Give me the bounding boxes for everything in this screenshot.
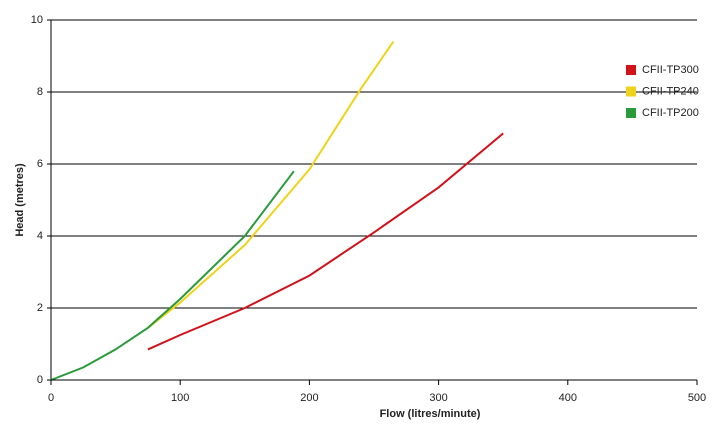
x-tick-label: 200	[300, 392, 318, 404]
legend-swatch	[626, 86, 636, 97]
y-tick-label: 0	[37, 374, 43, 386]
x-tick-label: 400	[559, 392, 577, 404]
x-tick-label: 0	[48, 392, 54, 404]
series-line	[50, 170, 295, 381]
y-tick-label: 2	[37, 302, 43, 314]
x-tick-label: 300	[429, 392, 447, 404]
y-axis-label: Head (metres)	[14, 163, 26, 237]
y-tick-label: 4	[37, 230, 43, 242]
x-axis-label: Flow (litres/minute)	[380, 408, 481, 420]
y-tick-label: 8	[37, 86, 43, 98]
y-tick-label: 10	[31, 14, 43, 26]
y-tick-label: 6	[37, 158, 43, 170]
series-line	[147, 132, 504, 351]
x-tick-label: 100	[171, 392, 189, 404]
legend-swatch	[626, 108, 636, 118]
legend-label: CFII-TP240	[642, 85, 699, 97]
series-line	[147, 41, 395, 329]
x-tick-label: 500	[688, 392, 706, 404]
legend-swatch	[626, 65, 636, 75]
legend-label: CFII-TP200	[642, 107, 699, 119]
legend-label: CFII-TP300	[642, 64, 699, 76]
